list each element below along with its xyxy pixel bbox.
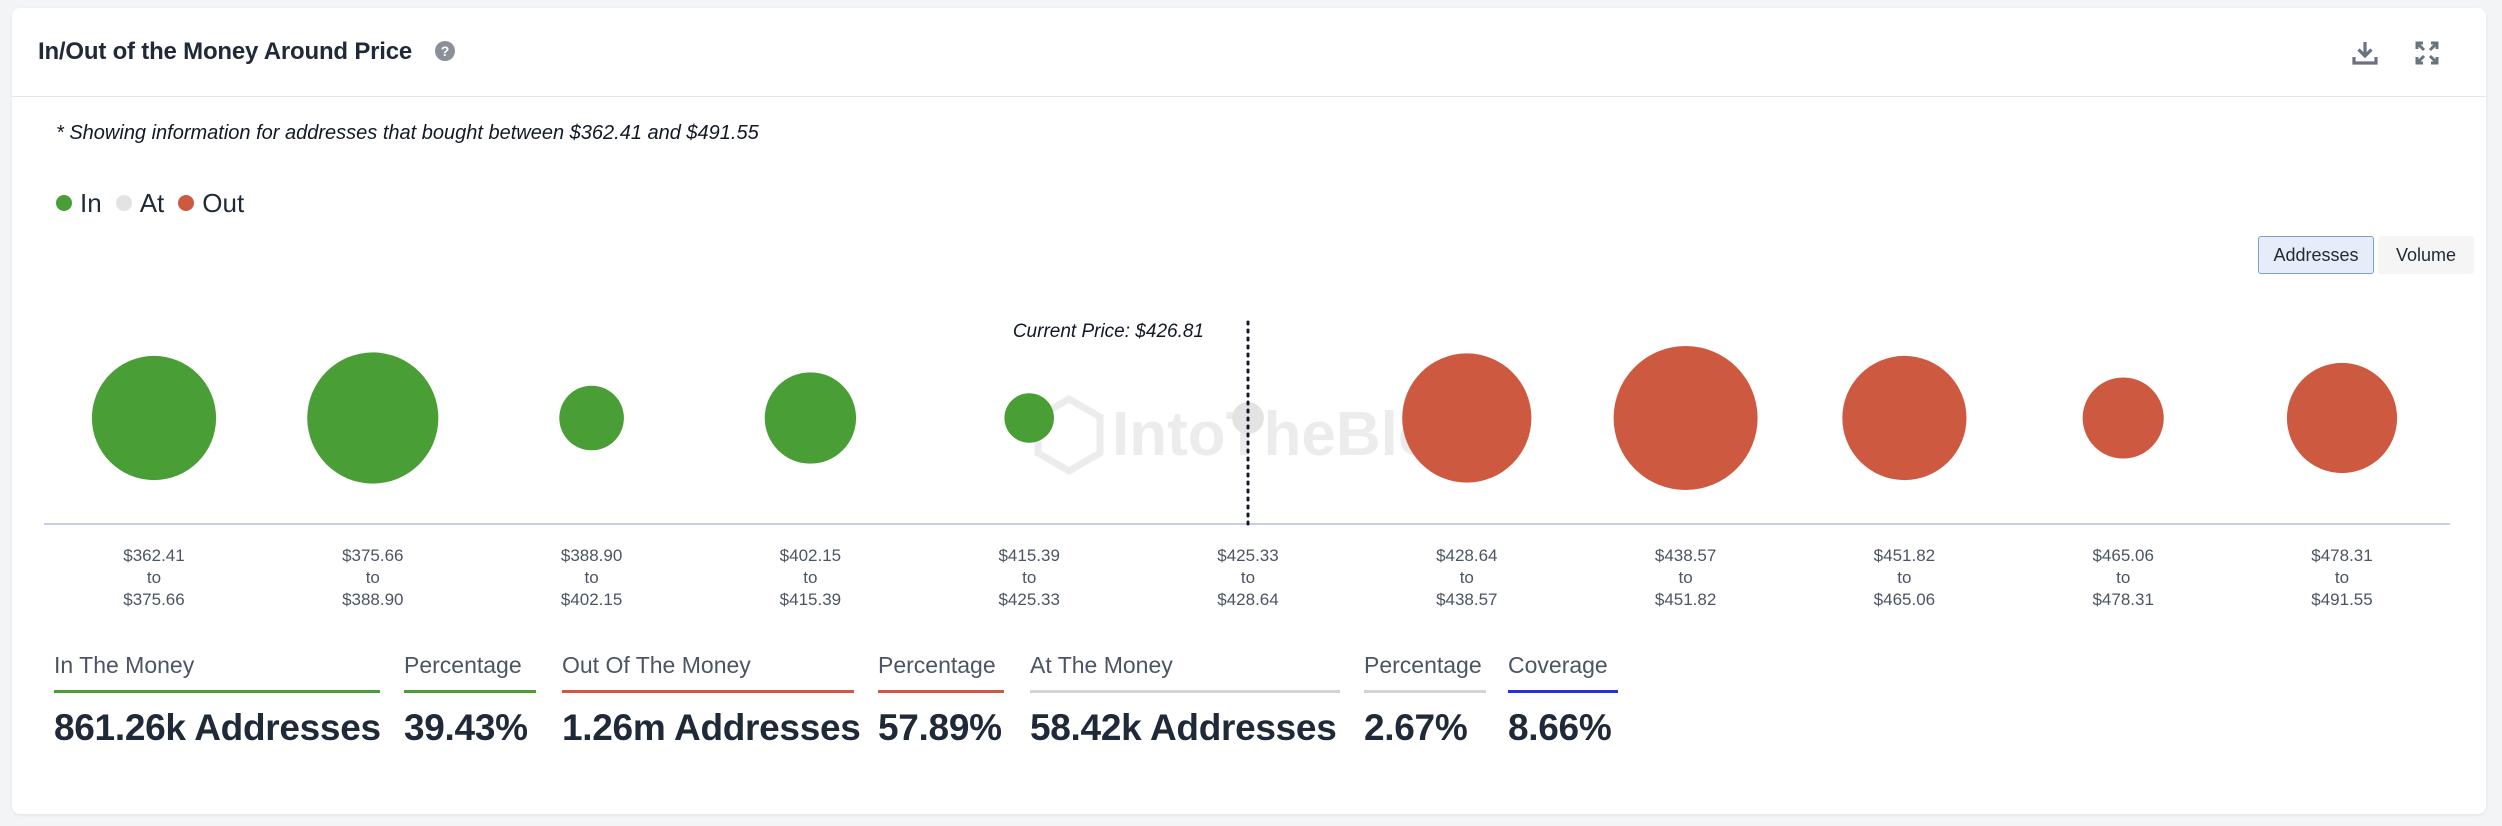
tick-label: to [803,568,817,587]
tick-label: $478.31 [2092,590,2153,609]
stat-underline [1508,690,1618,693]
stat-in-percentage: Percentage 39.43% [404,648,536,749]
tick-label: to [1897,568,1911,587]
stat-label: Percentage [1364,652,1482,678]
download-icon[interactable] [2350,38,2380,68]
card-header: In/Out of the Money Around Price ? [12,8,2486,97]
stat-out-percentage: Percentage 57.89% [878,648,1004,749]
legend-label-in: In [80,187,102,218]
tick-label: to [1679,568,1693,587]
stat-label: Percentage [404,652,522,678]
stat-out-of-the-money: Out Of The Money 1.26m Addresses [562,648,861,749]
legend-item-at[interactable]: At [115,187,165,219]
bubble-in [764,372,857,464]
stat-value: 39.43% [404,707,528,748]
tick-label: $428.64 [1217,590,1278,609]
tick-label: to [1241,568,1255,587]
tick-label: to [1460,568,1474,587]
tick-label: to [585,568,599,587]
stat-value: 8.66% [1508,707,1612,748]
legend-label-at: At [139,187,165,218]
stat-underline [1030,690,1340,693]
tick-label: to [147,568,161,587]
stat-in-the-money: In The Money 861.26k Addresses [54,648,381,749]
bubble-out [2082,377,2164,459]
tick-label: $491.55 [2311,590,2372,609]
legend: In At Out [56,188,258,218]
tick-label: to [2335,568,2349,587]
tick-label: $362.41 [123,546,184,565]
bubble-in [1004,393,1054,443]
chart-card: In/Out of the Money Around Price ? * Sho… [12,8,2486,814]
tick-label: $451.82 [1874,546,1935,565]
stat-value: 1.26m Addresses [562,707,861,748]
stat-value: 57.89% [878,707,1002,748]
bubble-chart: IntoTheBlock$362.41to$375.66$375.66to$38… [44,320,2450,609]
bubble-out [1402,353,1532,483]
tick-label: $465.06 [2092,546,2153,565]
current-price-label: Current Price: $426.81 [1013,321,1204,342]
addresses-toggle-button[interactable]: Addresses [2258,236,2374,274]
tick-label: $402.15 [780,546,841,565]
tick-label: $451.82 [1655,590,1716,609]
bubble-out [1613,346,1758,490]
stat-label: Out Of The Money [562,652,751,678]
stat-underline [404,690,536,693]
tick-label: $438.57 [1655,546,1716,565]
tick-label: $388.90 [561,546,622,565]
stat-underline [562,690,854,693]
tick-label: $375.66 [123,590,184,609]
tick-label: $402.15 [561,590,622,609]
expand-icon[interactable] [2412,38,2442,68]
tick-label: to [1022,568,1036,587]
tick-label: $478.31 [2311,546,2372,565]
bubble-in [307,352,439,484]
stat-label: At The Money [1030,652,1173,678]
tick-label: $438.57 [1436,590,1497,609]
tick-label: $465.06 [1874,590,1935,609]
tick-label: to [366,568,380,587]
tick-label: $425.33 [998,590,1059,609]
tick-label: $388.90 [342,590,403,609]
tick-label: $375.66 [342,546,403,565]
stat-underline [1364,690,1486,693]
bubble-out [2286,362,2398,474]
help-icon[interactable]: ? [434,40,456,62]
legend-dot-in [56,195,72,211]
bubble-in [91,355,217,481]
stat-coverage: Coverage 8.66% [1508,648,1618,749]
range-note: * Showing information for addresses that… [56,122,759,144]
tick-label: $425.33 [1217,546,1278,565]
legend-item-in[interactable]: In [56,188,102,219]
tick-label: $428.64 [1436,546,1497,565]
stat-at-the-money: At The Money 58.42k Addresses [1030,648,1340,749]
legend-dot-at [115,195,132,211]
tick-label: to [2116,568,2130,587]
stat-label: Percentage [878,652,996,678]
stat-underline [878,690,1004,693]
legend-dot-out [178,195,195,211]
page-title: In/Out of the Money Around Price [38,38,413,65]
legend-item-out[interactable]: Out [178,188,244,219]
bubble-out [1842,355,1967,481]
stats-row: In The Money 861.26k Addresses Percentag… [12,648,2486,788]
tick-label: $415.39 [998,546,1059,565]
stat-underline [54,690,380,693]
svg-text:?: ? [441,43,450,59]
volume-toggle-button[interactable]: Volume [2378,236,2474,274]
tick-label: $415.39 [780,590,841,609]
stat-at-percentage: Percentage 2.67% [1364,648,1486,749]
stat-label: Coverage [1508,652,1608,678]
stat-value: 861.26k Addresses [54,707,381,748]
stat-value: 58.42k Addresses [1030,707,1337,748]
stat-label: In The Money [54,652,195,678]
bubble-in [559,385,624,451]
legend-label-out: Out [202,187,245,218]
stat-value: 2.67% [1364,707,1468,748]
